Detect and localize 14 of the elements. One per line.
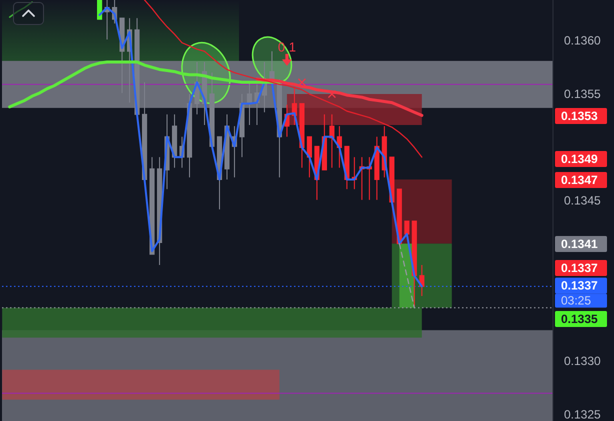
y-tick-label: 0.1325 — [564, 407, 602, 421]
ref-line-label: 0.1337 — [561, 278, 598, 293]
y-tick-label: 0.1330 — [564, 354, 602, 368]
text: 0.1349 — [561, 152, 598, 166]
y-tick-label: 0.1345 — [564, 194, 602, 208]
y-tick-label: 0.1360 — [564, 33, 602, 48]
data-label: 0 1 — [278, 39, 296, 54]
text: 0.1347 — [561, 173, 598, 187]
text: 0.1353 — [561, 109, 598, 123]
y-tick-label: 0.1355 — [564, 86, 602, 101]
text: 03:25 — [561, 294, 592, 308]
text: 0.1341 — [561, 237, 598, 251]
text: 0.1337 — [561, 261, 598, 275]
text: 0.1335 — [561, 312, 598, 326]
